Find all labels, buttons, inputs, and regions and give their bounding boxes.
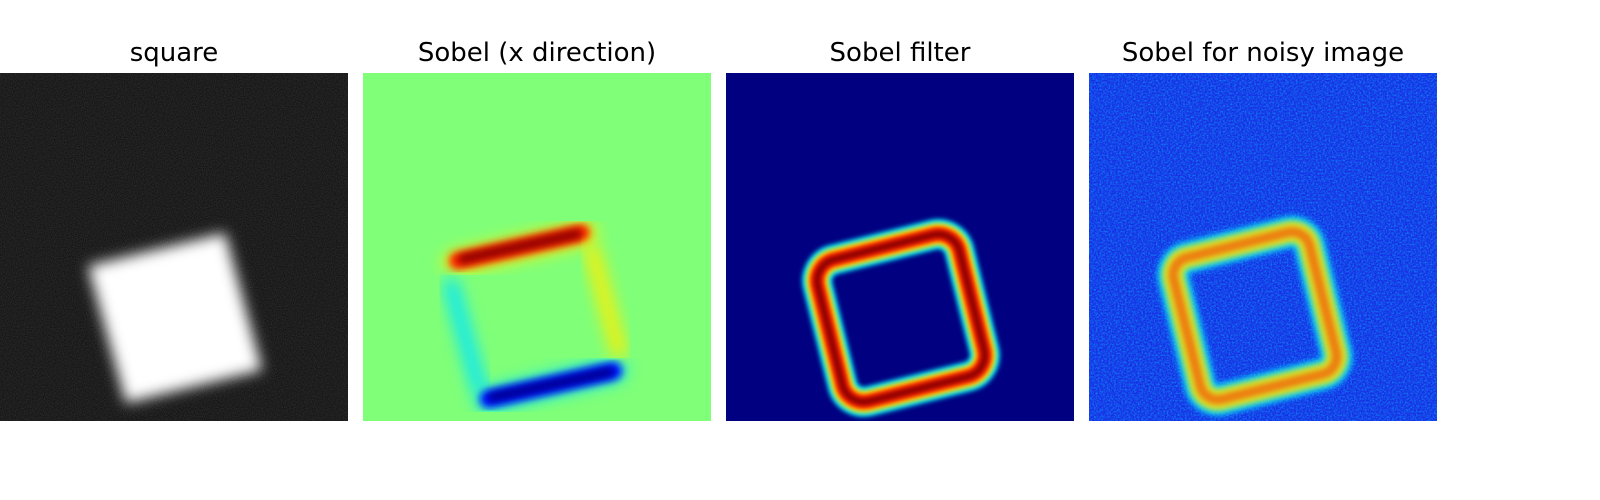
sobel-filter-panel bbox=[726, 73, 1074, 421]
square-image-panel bbox=[0, 73, 348, 421]
bright-square-shape bbox=[88, 233, 262, 403]
sobel-filter-image bbox=[726, 73, 1074, 421]
sobel-x-panel bbox=[363, 73, 711, 421]
sobel-noisy-image bbox=[1089, 73, 1437, 421]
sobel-x-image bbox=[363, 73, 711, 421]
left-edge bbox=[444, 278, 486, 394]
panel-title-sobel-noisy: Sobel for noisy image bbox=[1121, 38, 1405, 68]
panel-title-square: square bbox=[129, 38, 219, 68]
sobel-noisy-panel bbox=[1089, 73, 1437, 421]
right-edge bbox=[585, 244, 626, 358]
bottom-edge-core bbox=[488, 367, 614, 402]
edge-ring bbox=[802, 219, 1000, 417]
noisy-ring-red bbox=[1168, 226, 1342, 405]
panel-title-sobel-x: Sobel (x direction) bbox=[417, 38, 657, 68]
panel-title-sobel-filter: Sobel filter bbox=[829, 38, 971, 68]
noisy-edge-ring bbox=[1157, 215, 1353, 416]
top-edge-core bbox=[458, 229, 582, 264]
square-image bbox=[0, 73, 348, 421]
ring-core bbox=[813, 230, 989, 406]
